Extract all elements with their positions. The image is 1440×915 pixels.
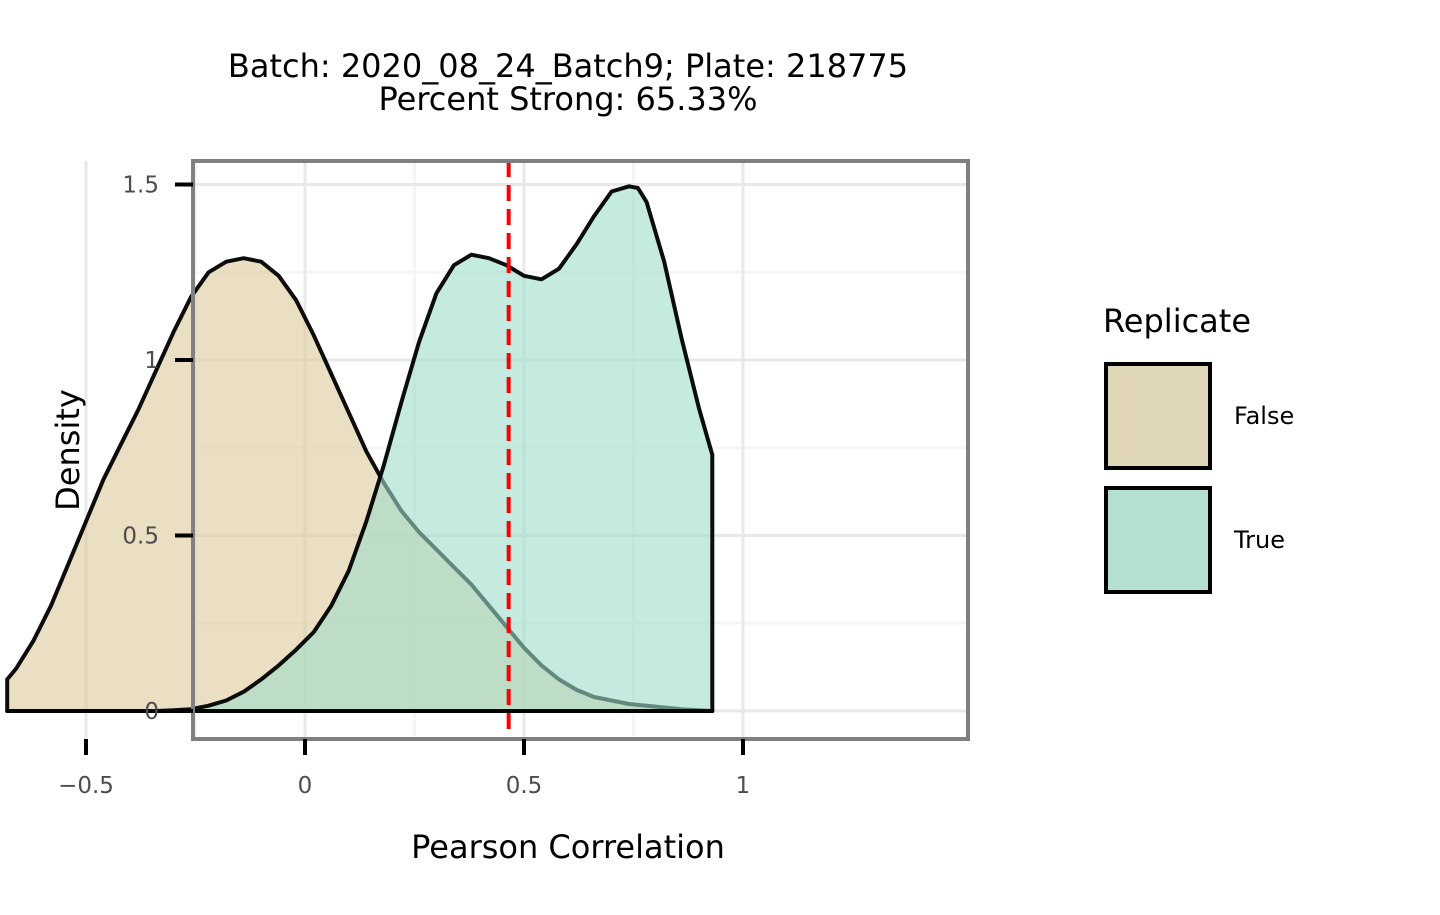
y-tick-label: 1.5 — [122, 173, 159, 199]
density-area-true — [5, 184, 715, 713]
plot-frame — [191, 159, 970, 741]
y-axis-title: Density — [49, 389, 87, 511]
legend-label-false: False — [1234, 402, 1294, 430]
y-axis: 0 0.5 1 1.5 — [122, 173, 193, 725]
panel-border — [191, 159, 970, 741]
legend-label-true: True — [1233, 526, 1285, 554]
chart-subtitle: Percent Strong: 65.33% — [378, 80, 757, 118]
x-axis-title: Pearson Correlation — [411, 828, 725, 866]
legend-swatch-true — [1104, 486, 1212, 594]
density-areas — [5, 184, 715, 713]
y-tick-label: 1 — [144, 348, 159, 374]
x-tick-label: −0.5 — [58, 773, 114, 799]
legend: Replicate False True — [1103, 302, 1294, 594]
x-tick-label: 1 — [736, 773, 751, 799]
chart-title: Batch: 2020_08_24_Batch9; Plate: 218775 — [228, 47, 908, 85]
legend-swatch-false — [1104, 362, 1212, 470]
x-axis: −0.5 0 0.5 1 — [58, 739, 750, 799]
x-tick-label: 0 — [298, 773, 313, 799]
y-tick-label: 0 — [144, 699, 159, 725]
y-tick-label: 0.5 — [122, 524, 159, 550]
legend-title: Replicate — [1103, 302, 1251, 340]
x-tick-label: 0.5 — [506, 773, 543, 799]
